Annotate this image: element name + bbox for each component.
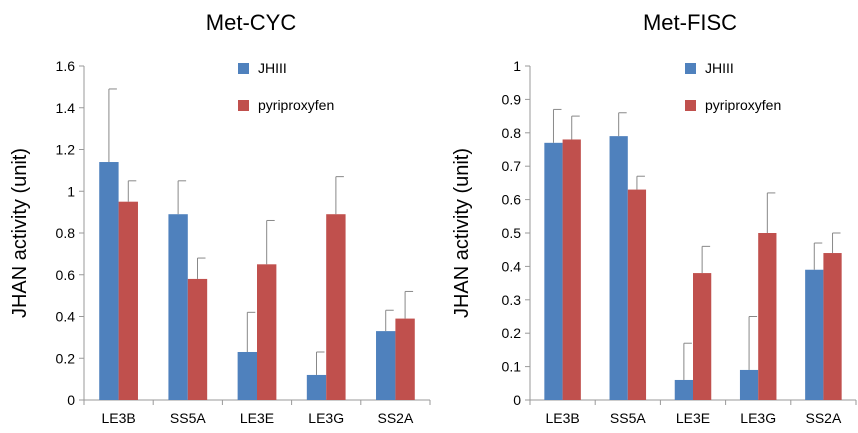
bar-pyriproxyfen-ss2a: [395, 318, 415, 400]
y-tick-label: 1.6: [56, 58, 76, 74]
chart-title: Met-CYC: [206, 10, 297, 35]
bar-jhiii-ss2a: [805, 269, 824, 400]
y-tick-label: 1.2: [56, 142, 76, 158]
y-tick-label: 0.5: [502, 225, 522, 241]
legend-swatch-pyriproxyfen: [238, 100, 249, 111]
y-tick-label: 0.3: [502, 292, 522, 308]
x-tick-label: SS2A: [377, 410, 413, 426]
x-tick-label: LE3B: [101, 410, 135, 426]
bar-jhiii-ss2a: [376, 331, 396, 400]
y-tick-label: 1.4: [56, 100, 76, 116]
y-tick-label: 0.8: [56, 225, 76, 241]
chart-0: Met-CYC JHAN activity (unit) 0 0.2 0.4 0.6 0.8…: [9, 10, 431, 426]
bar-pyriproxyfen-ss5a: [187, 278, 208, 400]
y-axis-label: JHAN activity (unit): [9, 148, 31, 318]
y-tick-label: 0.6: [56, 267, 76, 283]
bar-jhiii-ss5a: [609, 136, 628, 400]
bar-jhiii-ss5a: [168, 214, 188, 400]
x-tick-label: LE3G: [740, 410, 776, 426]
chart-title: Met-FISC: [643, 10, 737, 35]
x-tick-label: LE3G: [308, 410, 344, 426]
y-tick-label: 0.1: [502, 359, 522, 375]
legend-label: pyriproxyfen: [705, 97, 781, 113]
y-tick-label: 0: [67, 392, 75, 408]
y-tick-label: 0.7: [502, 158, 522, 174]
y-axis-label: JHAN activity (unit): [451, 148, 473, 318]
bar-jhiii-le3b: [99, 162, 119, 400]
bar-jhiii-le3b: [544, 142, 563, 400]
y-tick-label: 0.6: [502, 192, 522, 208]
legend-label: pyriproxyfen: [258, 97, 334, 113]
x-tick-label: LE3E: [240, 410, 274, 426]
bar-pyriproxyfen-ss5a: [627, 189, 647, 400]
bar-pyriproxyfen-ss2a: [823, 253, 842, 400]
bar-jhiii-le3g: [739, 369, 759, 400]
bar-pyriproxyfen-le3e: [257, 264, 277, 400]
bar-pyriproxyfen-le3g: [326, 214, 346, 400]
x-tick-label: LE3B: [545, 410, 579, 426]
bar-pyriproxyfen-le3b: [118, 201, 138, 400]
bar-pyriproxyfen-le3e: [693, 273, 712, 400]
x-tick-label: SS5A: [610, 410, 646, 426]
bar-jhiii-le3e: [674, 379, 693, 400]
bar-jhiii-le3e: [237, 351, 257, 400]
y-tick-label: 1: [513, 58, 521, 74]
bar-pyriproxyfen-le3g: [758, 233, 777, 400]
y-tick-label: 0: [513, 392, 521, 408]
x-tick-label: SS2A: [805, 410, 841, 426]
y-tick-label: 0.8: [502, 125, 522, 141]
y-tick-label: 0.4: [502, 258, 522, 274]
legend-label: JHIII: [258, 60, 287, 76]
y-tick-label: 1: [67, 183, 75, 199]
y-tick-label: 0.2: [502, 325, 522, 341]
x-tick-label: SS5A: [170, 410, 206, 426]
legend-swatch-pyriproxyfen: [685, 100, 696, 111]
legend-label: JHIII: [705, 60, 734, 76]
bar-pyriproxyfen-le3b: [562, 139, 581, 401]
y-tick-label: 0.4: [56, 309, 76, 325]
legend-swatch-jhiii: [685, 63, 696, 74]
chart-1: Met-FISC JHAN activity (unit) 0 0.1 0.2 0.3 0.…: [451, 10, 857, 426]
x-tick-label: LE3E: [676, 410, 710, 426]
legend-swatch-jhiii: [238, 63, 249, 74]
bar-jhiii-le3g: [306, 374, 327, 400]
y-tick-label: 0.2: [56, 350, 76, 366]
y-tick-label: 0.9: [502, 91, 522, 107]
